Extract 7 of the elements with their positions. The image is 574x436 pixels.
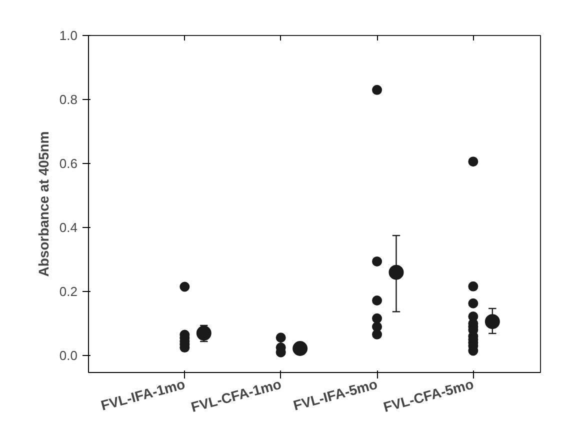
y-tick-label: 0.2 <box>59 284 78 300</box>
y-tick-label: 1.0 <box>59 28 78 43</box>
y-axis-title: Absorbance at 405nm <box>35 131 52 277</box>
y-tick-label: 0.0 <box>59 348 78 364</box>
y-tick-label: 0.8 <box>59 92 78 108</box>
y-tick-label: 0.4 <box>59 220 78 236</box>
y-tick-label: 0.6 <box>59 156 78 172</box>
